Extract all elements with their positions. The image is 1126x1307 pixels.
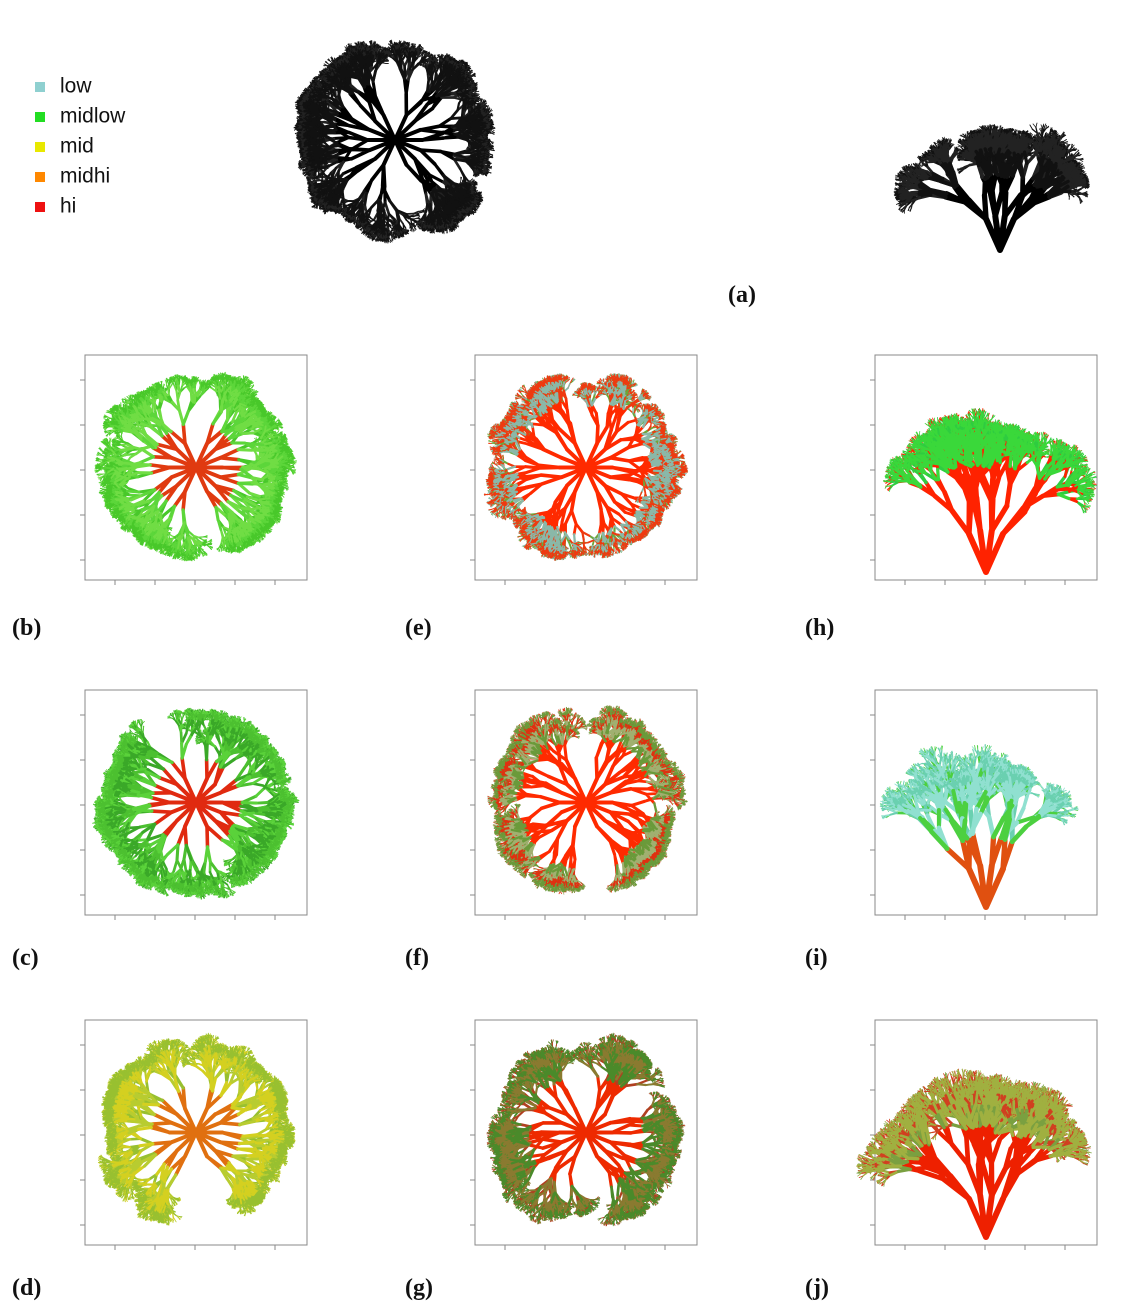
legend-swatch bbox=[35, 202, 45, 212]
legend-label: low bbox=[60, 75, 92, 98]
legend-label: midlow bbox=[60, 105, 126, 128]
legend-swatch bbox=[35, 142, 45, 152]
panel-label: (c) bbox=[12, 945, 39, 971]
tree-branches bbox=[969, 531, 1003, 572]
legend-label: hi bbox=[60, 195, 76, 218]
panel-label: (b) bbox=[12, 615, 41, 641]
legend-swatch bbox=[35, 172, 45, 182]
tree-branches bbox=[969, 1196, 1003, 1237]
legend-swatch bbox=[35, 82, 45, 92]
panel-label: (f) bbox=[405, 945, 429, 971]
tree-branches bbox=[952, 498, 1025, 534]
legend-label: midhi bbox=[60, 165, 110, 188]
panel-label: (d) bbox=[12, 1275, 41, 1301]
panel-label: (i) bbox=[805, 945, 828, 971]
panel-label: (g) bbox=[405, 1275, 433, 1301]
panel-label: (j) bbox=[805, 1275, 829, 1301]
tree-branches bbox=[986, 216, 1014, 250]
panel-label: (e) bbox=[405, 615, 432, 641]
legend-label: mid bbox=[60, 135, 94, 158]
tree-branches bbox=[969, 866, 1003, 907]
panel-label: (a) bbox=[728, 282, 756, 308]
legend-swatch bbox=[35, 112, 45, 122]
panel-label: (h) bbox=[805, 615, 834, 641]
